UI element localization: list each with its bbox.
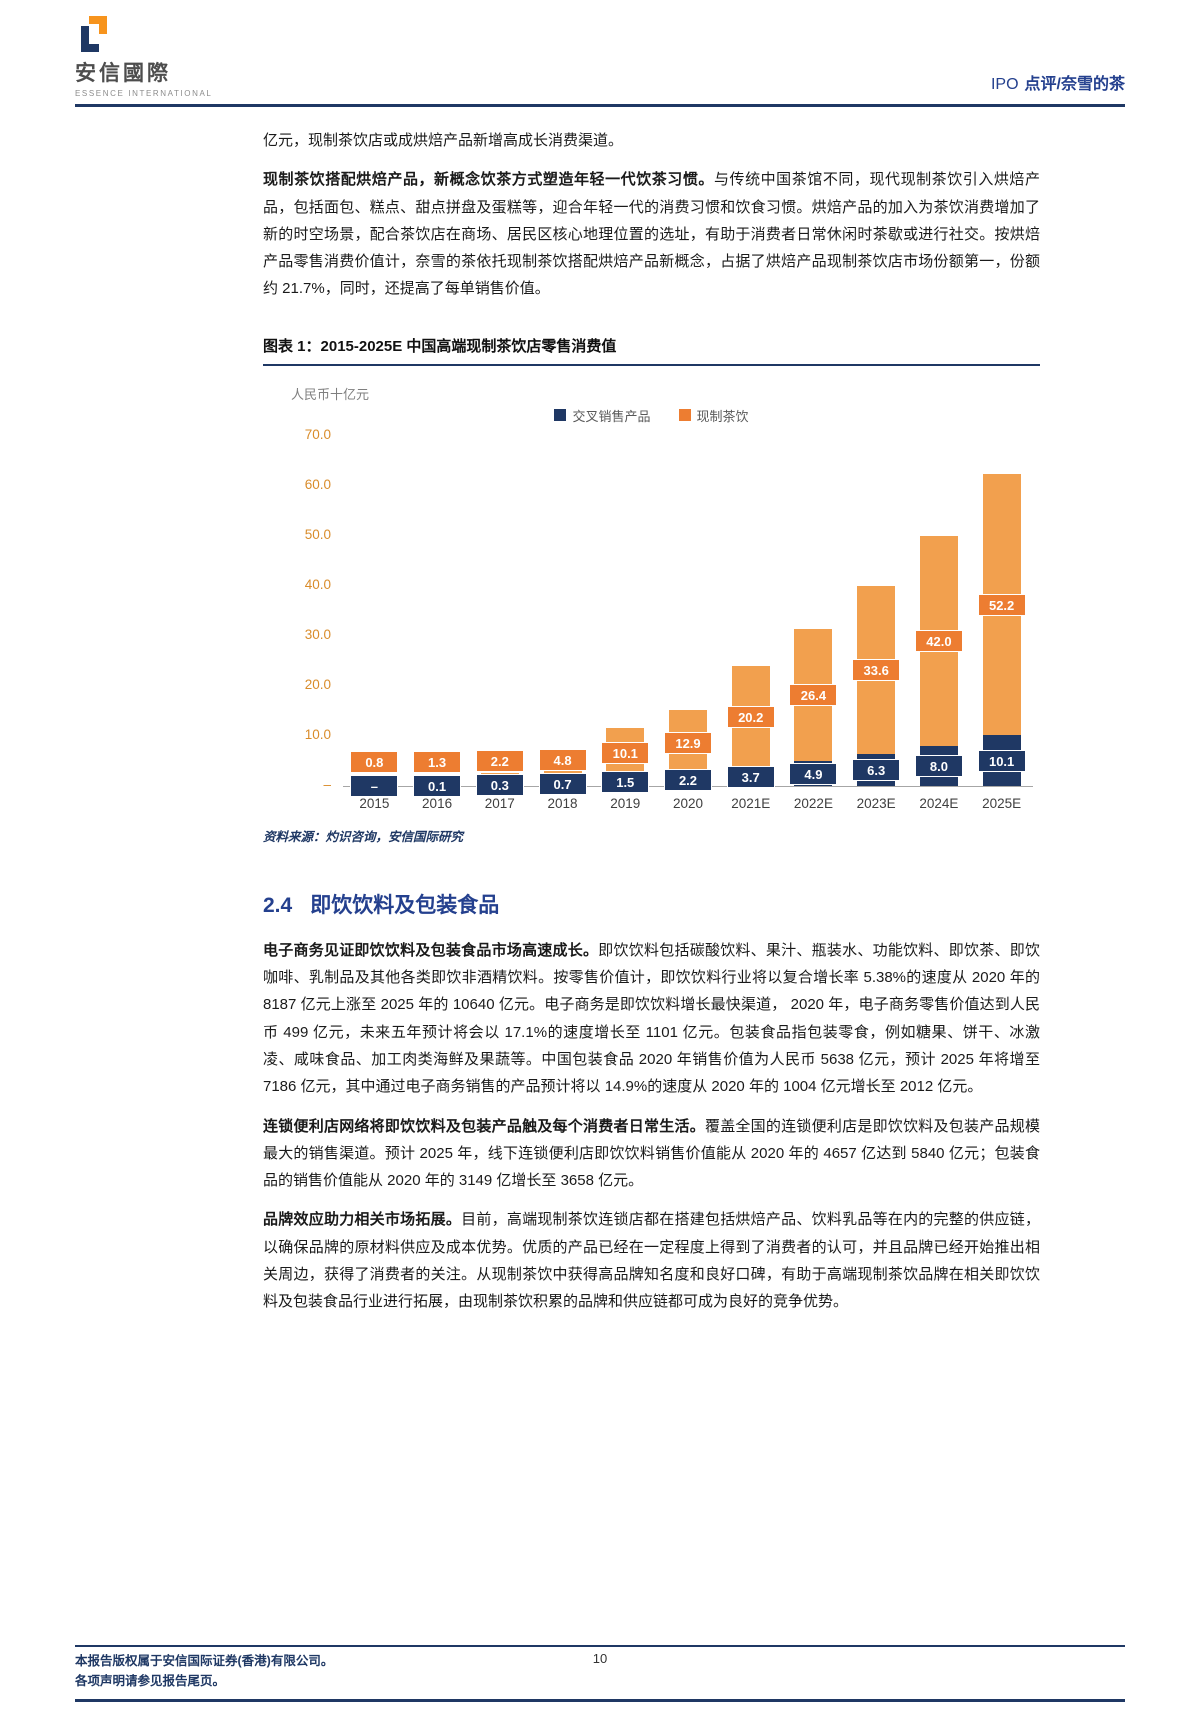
footer-copyright: 本报告版权属于安信国际证券(香港)有限公司。 — [75, 1654, 334, 1669]
x-axis-tick-label: 2020 — [672, 795, 703, 811]
doc-type: IPO — [990, 76, 1019, 93]
paragraph-3-lead: 连锁便利店网络将即饮饮料及包装产品触及每个消费者日常生活。 — [263, 1117, 705, 1135]
page-number: 10 — [592, 1651, 608, 1667]
bar-value-label-freshmade-tea: 26.4 — [789, 684, 838, 707]
bar-value-label-freshmade-tea: 2.2 — [475, 750, 524, 773]
y-axis-tick-label: 10.0 — [304, 726, 331, 742]
doc-subject: 点评/奈雪的茶 — [1024, 76, 1125, 93]
figure-title: 图表 1：2015-2025E 中国高端现制茶饮店零售消费值 — [263, 337, 617, 355]
x-axis-tick-label: 2018 — [547, 795, 578, 811]
bar-value-label-cross-sale: 10.1 — [977, 749, 1026, 772]
bar-value-label-cross-sale: 0.3 — [475, 774, 524, 797]
report-type-label: IPO 点评/奈雪的茶 — [991, 70, 1125, 98]
page-footer: 10 本报告版权属于安信国际证券(香港)有限公司。 各项声明请参见报告尾页。 — [75, 1645, 1125, 1702]
figure-title-row: 图表 1：2015-2025E 中国高端现制茶饮店零售消费值 — [263, 335, 1040, 366]
y-axis-tick-label: 20.0 — [304, 676, 331, 692]
bar-value-label-freshmade-tea: 42.0 — [914, 629, 963, 652]
bar-value-label-freshmade-tea: 4.8 — [538, 749, 587, 772]
legend-item: 现制茶饮 — [678, 406, 749, 425]
footer-statement: 各项声明请参见报告尾页。 — [75, 1673, 226, 1688]
chart-plot-area: –0.8 2015 0.1 1.3 2016 0.3 2.2 2017 0.7 4.8 2018 1.… — [343, 436, 1033, 811]
figure-1-chart: 人民币十亿元 交叉销售产品 现制茶饮 –0.8 2015 0.1 1.3 2016 0.3 2… — [263, 372, 1040, 811]
bar-value-label-freshmade-tea: 10.1 — [601, 742, 650, 765]
x-axis-tick-label: 2019 — [610, 795, 641, 811]
section-number: 2.4 — [263, 893, 293, 917]
paragraph-3-text: 覆盖全国的连锁便利店是即饮饮料及包装产品规模最大的销售渠道。预计 2025 年，… — [263, 1117, 1040, 1190]
section-title: 即饮饮料及包装食品 — [310, 893, 500, 917]
y-axis-tick-label: 70.0 — [304, 426, 331, 442]
intro-paragraph: 亿元，现制茶饮店或成烘焙产品新增高成长消费渠道。 — [263, 127, 1040, 154]
bar-value-label-cross-sale: – — [350, 774, 399, 797]
x-axis-tick-label: 2023E — [856, 795, 896, 811]
legend-swatch-icon — [554, 409, 567, 422]
legend-label: 现制茶饮 — [696, 408, 749, 424]
x-axis-tick-label: 2016 — [422, 795, 453, 811]
bar-value-label-freshmade-tea: 52.2 — [977, 593, 1026, 616]
y-axis-tick-label: 60.0 — [304, 476, 331, 492]
y-axis-tick-label: 30.0 — [304, 626, 331, 642]
bar-value-label-cross-sale: 0.7 — [538, 773, 587, 796]
x-axis-tick-label: 2024E — [919, 795, 959, 811]
chart-legend: 交叉销售产品 现制茶饮 — [263, 406, 1040, 425]
x-axis-tick-label: 2017 — [484, 795, 515, 811]
bar-value-label-cross-sale: 6.3 — [852, 759, 901, 782]
company-logo: 安信國際 ESSENCE INTERNATIONAL — [75, 16, 212, 98]
paragraph-1-text: 与传统中国茶馆不同，现代现制茶饮引入烘焙产品，包括面包、糕点、甜点拼盘及蛋糕等，… — [263, 171, 1040, 298]
report-content: 亿元，现制茶饮店或成烘焙产品新增高成长消费渠道。 现制茶饮搭配烘焙产品，新概念饮… — [263, 127, 1040, 1316]
bar-value-label-freshmade-tea: 33.6 — [852, 659, 901, 682]
logo-mark-icon — [81, 16, 107, 52]
paragraph-4: 品牌效应助力相关市场拓展。目前，高端现制茶饮连锁店都在搭建包括烘焙产品、饮料乳品… — [263, 1206, 1040, 1315]
report-page: { "header": { "logo_title": "安信國際", "log… — [0, 16, 1200, 1714]
page-header: 安信國際 ESSENCE INTERNATIONAL IPO 点评/奈雪的茶 — [75, 16, 1125, 98]
y-axis-tick-label: 40.0 — [304, 576, 331, 592]
legend-item: 交叉销售产品 — [554, 406, 651, 425]
legend-swatch-icon — [678, 409, 691, 422]
header-divider — [75, 104, 1125, 107]
bar-value-label-cross-sale: 1.5 — [601, 771, 650, 794]
bar-value-label-freshmade-tea: 1.3 — [413, 750, 462, 773]
logo-company-name-en: ESSENCE INTERNATIONAL — [75, 89, 213, 98]
paragraph-1-lead: 现制茶饮搭配烘焙产品，新概念饮茶方式塑造年轻一代饮茶习惯。 — [263, 171, 714, 189]
paragraph-3: 连锁便利店网络将即饮饮料及包装产品触及每个消费者日常生活。覆盖全国的连锁便利店是… — [263, 1113, 1040, 1195]
y-axis-tick-label: – — [323, 776, 331, 792]
chart-unit-label: 人民币十亿元 — [291, 386, 370, 402]
footer-disclaimer: 本报告版权属于安信国际证券(香港)有限公司。 各项声明请参见报告尾页。 — [75, 1652, 1125, 1691]
paragraph-4-text: 目前，高端现制茶饮连锁店都在搭建包括烘焙产品、饮料乳品等在内的完整的供应链，以确… — [263, 1211, 1040, 1311]
bar-value-label-cross-sale: 8.0 — [914, 754, 963, 777]
figure-source: 资料来源：灼识咨询，安信国际研究 — [263, 829, 464, 844]
legend-label: 交叉销售产品 — [572, 408, 651, 424]
intro-text: 亿元，现制茶饮店或成烘焙产品新增高成长消费渠道。 — [263, 132, 624, 149]
bar-value-label-freshmade-tea: 12.9 — [664, 731, 712, 754]
x-axis-tick-label: 2021E — [731, 795, 771, 811]
logo-company-name: 安信國際 — [75, 62, 171, 85]
paragraph-2-text: 即饮饮料包括碳酸饮料、果汁、瓶装水、功能饮料、即饮茶、即饮咖啡、乳制品及其他各类… — [263, 941, 1040, 1096]
x-axis-tick-label: 2022E — [793, 795, 833, 811]
y-axis-tick-label: 50.0 — [304, 526, 331, 542]
x-axis-tick-label: 2025E — [982, 795, 1022, 811]
x-axis-tick-label: 2015 — [359, 795, 390, 811]
paragraph-2: 电子商务见证即饮饮料及包装食品市场高速成长。即饮饮料包括碳酸饮料、果汁、瓶装水、… — [263, 937, 1040, 1101]
paragraph-1: 现制茶饮搭配烘焙产品，新概念饮茶方式塑造年轻一代饮茶习惯。与传统中国茶馆不同，现… — [263, 166, 1040, 302]
bar-value-label-freshmade-tea: 0.8 — [350, 750, 399, 773]
paragraph-2-lead: 电子商务见证即饮饮料及包装食品市场高速成长。 — [263, 941, 599, 959]
bar-value-label-cross-sale: 2.2 — [664, 769, 712, 792]
bar-value-label-cross-sale: 3.7 — [726, 765, 775, 788]
bar-value-label-cross-sale: 0.1 — [413, 774, 462, 797]
paragraph-4-lead: 品牌效应助力相关市场拓展。 — [263, 1211, 462, 1229]
section-heading: 2.4 即饮饮料及包装食品 — [263, 889, 1040, 919]
bar-value-label-cross-sale: 4.9 — [789, 762, 838, 785]
bar-value-label-freshmade-tea: 20.2 — [726, 705, 775, 728]
